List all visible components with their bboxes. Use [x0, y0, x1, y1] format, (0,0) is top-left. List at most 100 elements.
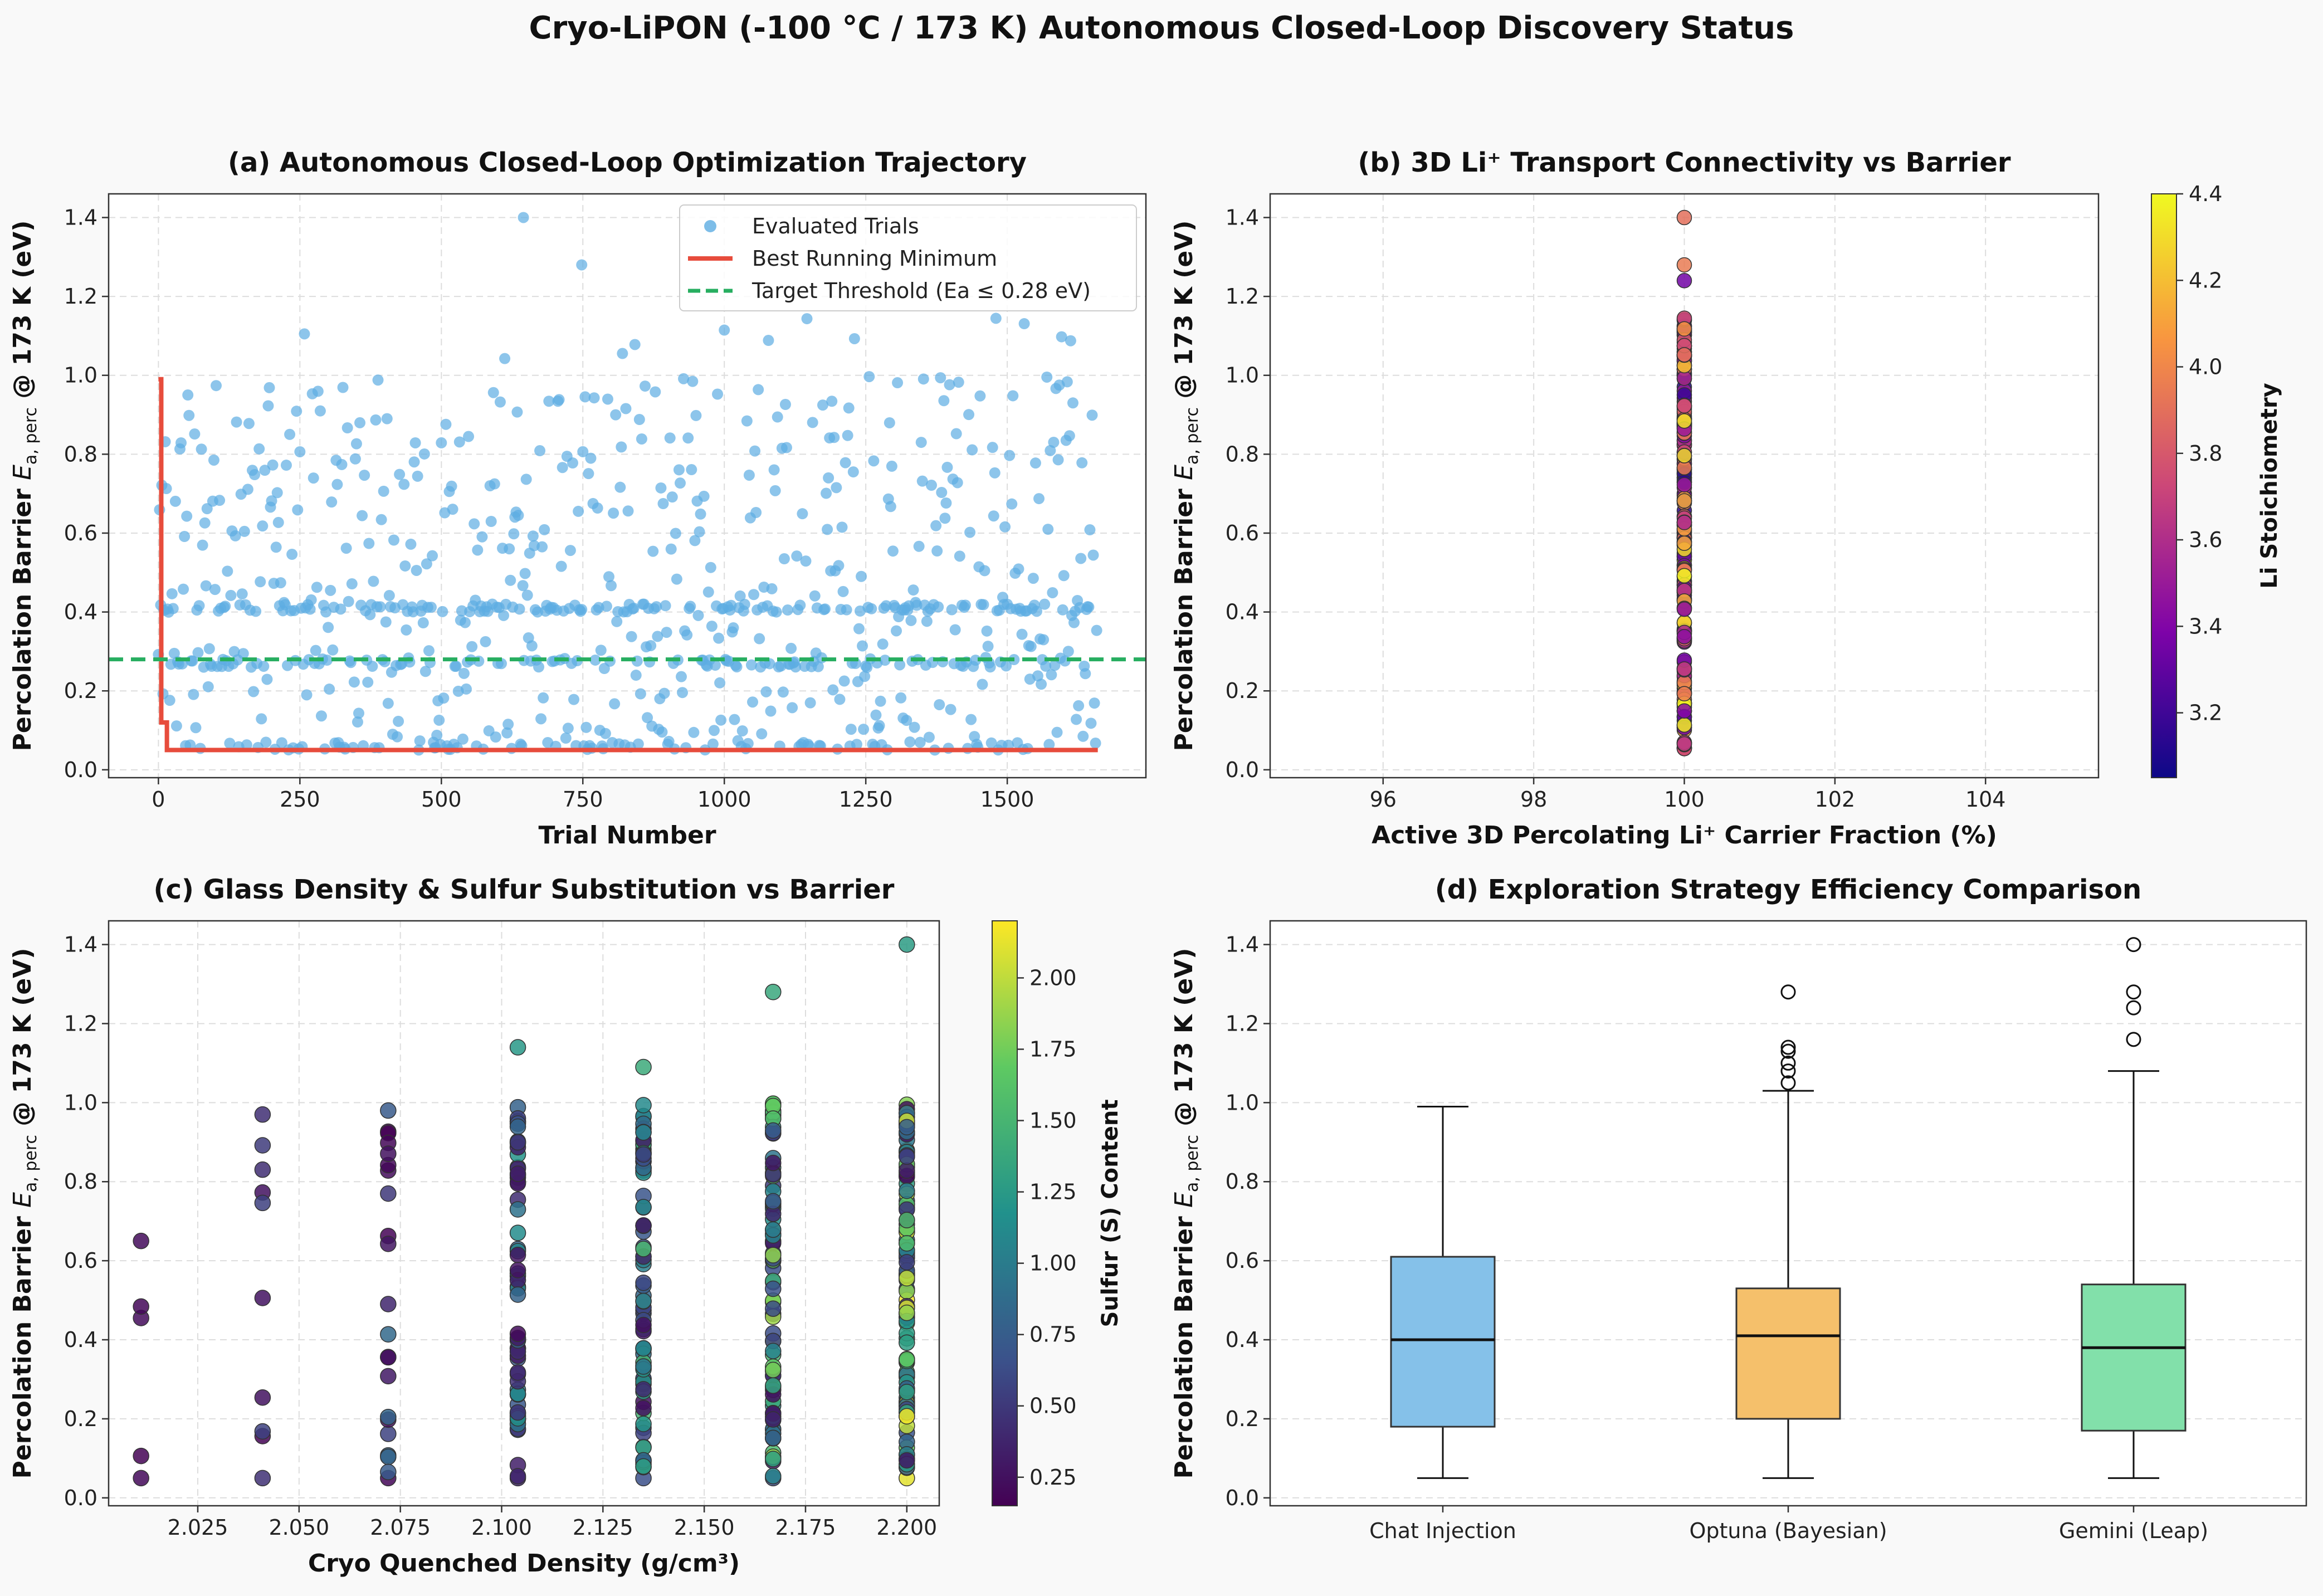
trial-point — [167, 603, 179, 614]
trial-point — [196, 443, 207, 455]
trial-point — [457, 733, 468, 745]
trial-point — [1047, 587, 1058, 598]
trial-point — [1061, 376, 1073, 388]
trial-point — [602, 393, 613, 405]
y-tick-label: 0.0 — [64, 1486, 97, 1510]
density-point — [765, 1411, 782, 1428]
flier — [1780, 1075, 1796, 1091]
colorbar-tick-label: 1.75 — [1029, 1037, 1077, 1061]
trial-point — [629, 339, 641, 350]
trial-point — [856, 570, 867, 582]
box-iqr — [1390, 1256, 1496, 1428]
trial-point — [603, 571, 614, 583]
trial-point — [859, 671, 871, 682]
trial-point — [354, 417, 366, 428]
trial-point — [651, 601, 662, 613]
density-point — [899, 1148, 915, 1165]
trial-point — [892, 377, 904, 389]
y-axis-label: Percolation Barrier Ea, perc @ 173 K (eV… — [1170, 948, 1202, 1479]
flier — [2126, 1032, 2141, 1047]
y-tick-label: 1.0 — [64, 1090, 97, 1115]
trial-point — [1051, 726, 1063, 738]
trial-point — [521, 589, 533, 601]
carrier-point — [1676, 515, 1692, 530]
trial-point — [310, 645, 321, 656]
legend: Evaluated Trials Best Running Minimum Targ… — [679, 204, 1137, 311]
y-tick-label: 0.6 — [1226, 521, 1259, 545]
trial-point — [568, 694, 580, 705]
trial-point — [967, 444, 978, 456]
trial-point — [382, 697, 394, 709]
trial-point — [633, 413, 645, 425]
trial-point — [787, 702, 798, 714]
carrier-point — [1676, 736, 1692, 752]
y-tick-label: 0.8 — [64, 442, 97, 466]
x-tick-label: 500 — [421, 787, 462, 812]
trial-point — [687, 375, 699, 387]
trial-point — [963, 409, 975, 421]
density-point — [254, 1137, 271, 1154]
trial-point — [253, 443, 265, 455]
density-point — [380, 1349, 397, 1366]
trial-point — [440, 418, 452, 430]
trial-point — [606, 580, 617, 592]
carrier-point — [1676, 601, 1692, 617]
colorbar-tick-label: 1.00 — [1029, 1251, 1077, 1276]
trial-point — [446, 480, 457, 492]
trial-point — [823, 472, 834, 484]
density-point — [899, 1254, 915, 1271]
trial-point — [335, 603, 347, 615]
x-tick-label: 2.200 — [876, 1515, 937, 1540]
trial-point — [463, 431, 475, 442]
y-tick-label: 0.6 — [64, 521, 97, 545]
trial-point — [794, 599, 806, 611]
trial-point — [299, 328, 310, 340]
y-tick-label: 0.0 — [1226, 1486, 1259, 1510]
density-point — [765, 1361, 782, 1379]
y-tick-label: 0.4 — [64, 1327, 97, 1352]
trial-point — [490, 731, 501, 743]
trial-point — [312, 385, 324, 397]
trial-point — [870, 709, 882, 721]
carrier-point — [1676, 398, 1692, 414]
trial-point — [601, 601, 612, 612]
trial-point — [636, 433, 647, 445]
trial-point — [514, 603, 525, 615]
trial-point — [241, 739, 252, 751]
trial-point — [817, 399, 828, 411]
flier — [1780, 1043, 1796, 1059]
density-point — [765, 1122, 782, 1139]
trial-point — [398, 479, 410, 490]
trial-point — [511, 406, 523, 418]
trial-point — [1056, 331, 1067, 343]
trial-point — [719, 324, 730, 336]
trial-point — [178, 583, 189, 595]
trial-point — [678, 373, 690, 384]
trial-point — [193, 600, 205, 612]
trial-point — [800, 555, 812, 567]
trial-point — [857, 640, 868, 652]
trial-point — [1065, 335, 1076, 346]
x-tick-label: Gemini (Leap) — [2059, 1519, 2208, 1543]
trial-point — [741, 415, 753, 427]
legend-box — [679, 204, 1137, 311]
trial-point — [642, 712, 653, 724]
colorbar-tick-label: 4.0 — [2189, 355, 2222, 379]
trial-point — [842, 429, 853, 441]
density-point — [380, 1426, 397, 1442]
trial-point — [743, 469, 755, 481]
trial-point — [321, 655, 333, 666]
trial-point — [458, 667, 470, 679]
density-point — [899, 1334, 915, 1351]
trial-point — [985, 737, 997, 749]
carrier-point — [1676, 703, 1692, 719]
density-point — [899, 1384, 915, 1400]
y-tick-label: 1.2 — [64, 1011, 97, 1036]
density-point — [635, 1399, 652, 1417]
trial-point — [877, 638, 889, 650]
trial-point — [401, 624, 412, 636]
trial-point — [676, 671, 687, 682]
trial-point — [348, 676, 360, 688]
trial-point — [853, 623, 865, 635]
trial-point — [1031, 606, 1042, 617]
